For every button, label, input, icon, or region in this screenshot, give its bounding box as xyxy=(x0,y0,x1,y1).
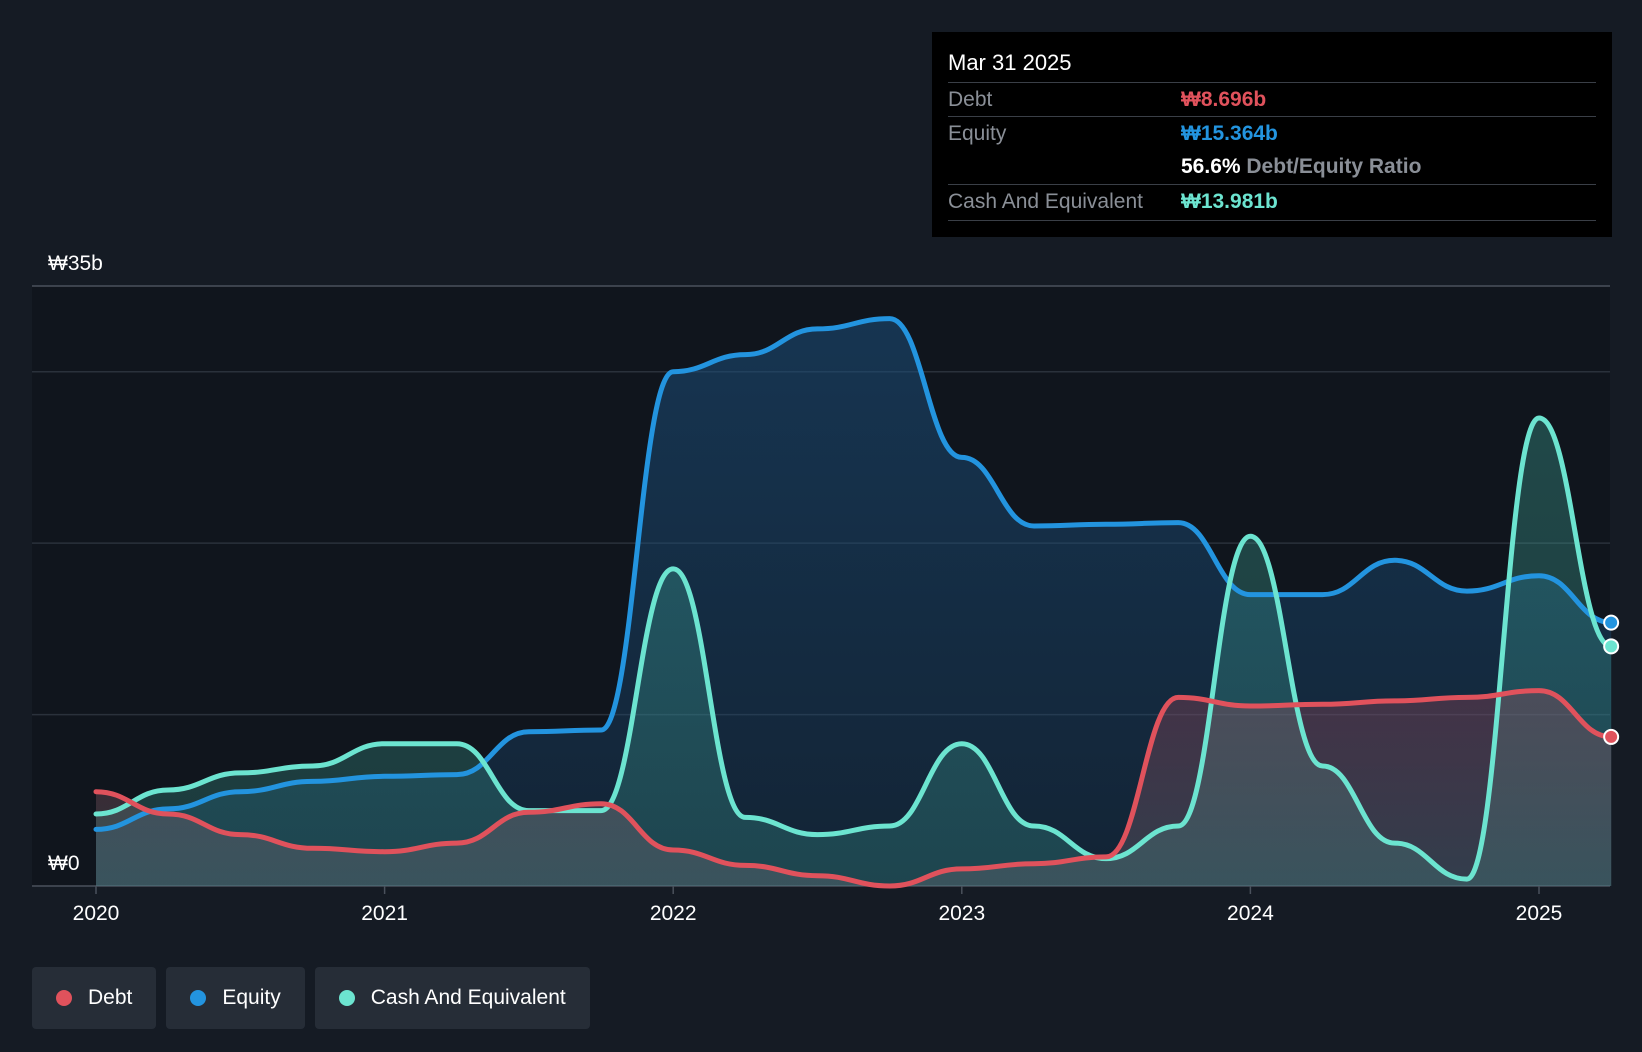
tooltip-row-equity: Equity ₩15.364b xyxy=(948,116,1596,151)
tooltip-divider xyxy=(948,220,1596,221)
x-tick-label-2024: 2024 xyxy=(1227,902,1274,925)
line-debt xyxy=(93,688,1614,889)
endpoint-cash-and-equivalent xyxy=(1603,638,1620,655)
tooltip-equity-value: ₩15.364b xyxy=(1181,122,1278,145)
tooltip-ratio-value: 56.6% xyxy=(1181,155,1241,178)
legend-item-equity[interactable]: Equity xyxy=(166,967,305,1029)
tooltip-ratio-label: Debt/Equity Ratio xyxy=(1246,155,1422,178)
tooltip-row-cash: Cash And Equivalent ₩13.981b xyxy=(948,184,1596,219)
tooltip-date: Mar 31 2025 xyxy=(948,50,1072,75)
tooltip-debt-label: Debt xyxy=(948,88,993,111)
tooltip-row-ratio: 56.6% Debt/Equity Ratio xyxy=(948,150,1596,184)
line-equity xyxy=(93,316,1614,832)
legend-item-debt[interactable]: Debt xyxy=(32,967,157,1029)
tooltip-debt-value: ₩8.696b xyxy=(1181,88,1267,111)
x-tick-label-2020: 2020 xyxy=(73,902,120,925)
tooltip-equity-label: Equity xyxy=(948,122,1007,145)
legend-label-cash: Cash And Equivalent xyxy=(370,986,566,1009)
endpoint-equity xyxy=(1603,614,1620,631)
x-tick-label-2025: 2025 xyxy=(1516,902,1563,925)
legend-item-cash[interactable]: Cash And Equivalent xyxy=(314,967,590,1029)
area-debt xyxy=(96,690,1612,886)
tooltip-cash-value: ₩13.981b xyxy=(1181,190,1278,213)
tooltip: Mar 31 2025 Debt ₩8.696b Equity ₩15.364b… xyxy=(932,32,1612,237)
x-tick-label-2021: 2021 xyxy=(361,902,408,925)
tooltip-cash-label: Cash And Equivalent xyxy=(948,190,1143,213)
x-tick-label-2023: 2023 xyxy=(938,902,985,925)
legend-dot-equity xyxy=(190,990,207,1006)
x-axis: 2020 2021 2022 2023 2024 2025 xyxy=(73,886,1563,925)
endpoint-debt xyxy=(1603,728,1620,745)
tooltip-ratio: 56.6% Debt/Equity Ratio xyxy=(1181,150,1421,184)
legend-label-equity: Equity xyxy=(222,986,281,1009)
series-endpoints xyxy=(1603,614,1620,745)
y-axis-label-top: ₩35b xyxy=(48,252,103,275)
y-axis-label-bottom: ₩0 xyxy=(48,852,80,875)
legend: Debt Equity Cash And Equivalent xyxy=(32,967,590,1029)
legend-label-debt: Debt xyxy=(88,986,133,1009)
legend-dot-debt xyxy=(56,990,72,1006)
series-lines xyxy=(93,316,1614,889)
line-cash-and-equivalent xyxy=(93,415,1614,882)
legend-dot-cash xyxy=(338,990,355,1006)
tooltip-row-debt: Debt ₩8.696b xyxy=(948,82,1596,117)
x-tick-label-2022: 2022 xyxy=(650,902,697,925)
